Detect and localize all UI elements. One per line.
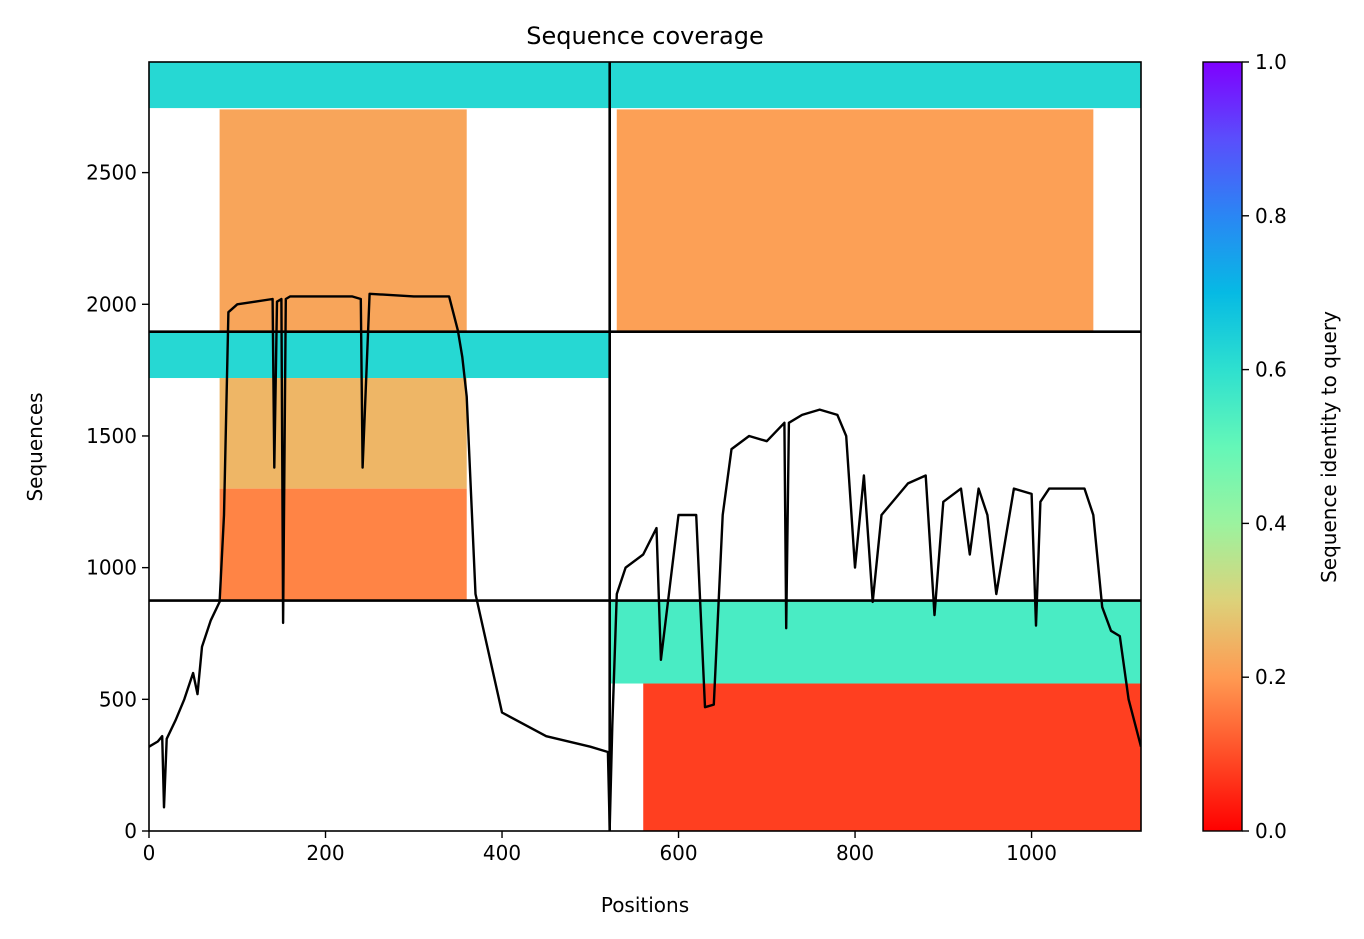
coverage-line-group: [149, 292, 1141, 830]
segment-boundaries: [149, 62, 1141, 831]
coverage-block-1: [219, 109, 467, 332]
x-axis-label: Positions: [601, 893, 689, 917]
y-axis-label: Sequences: [23, 392, 47, 501]
coverage-block-7: [609, 600, 1141, 684]
coverage-block-3: [219, 378, 467, 489]
x-tick-label: 200: [306, 841, 344, 865]
colorbar-tick-label: 0.0: [1255, 819, 1287, 843]
colorbar: [1202, 61, 1243, 832]
colorbar-tick-label: 0.6: [1255, 358, 1287, 382]
x-tick-label: 1000: [1006, 841, 1057, 865]
colorbar-ticks: 0.0 0.2 0.4 0.6 0.8 1.0: [1242, 50, 1287, 843]
chart-title: Sequence coverage: [526, 22, 763, 50]
coverage-block-8: [643, 683, 1141, 831]
colorbar-label: Sequence identity to query: [1317, 311, 1341, 583]
coverage-heatmap: [149, 62, 1141, 831]
coverage-block-4: [219, 488, 467, 601]
x-tick-label: 0: [143, 841, 156, 865]
colorbar-tick-label: 0.2: [1255, 665, 1287, 689]
coverage-block-2: [149, 331, 610, 379]
x-tick-label: 400: [483, 841, 521, 865]
colorbar-tick-label: 0.8: [1255, 204, 1287, 228]
coverage-block-6: [616, 109, 1094, 332]
y-tick-label: 1000: [86, 556, 137, 580]
y-axis-ticks: 0 500 1000 1500 2000 2500: [86, 161, 149, 843]
colorbar-tick-label: 0.4: [1255, 511, 1287, 535]
colorbar-tick-label: 1.0: [1255, 50, 1287, 74]
y-tick-label: 2000: [86, 292, 137, 316]
plot-frame: [148, 61, 1142, 832]
y-tick-label: 500: [99, 687, 137, 711]
x-tick-label: 600: [659, 841, 697, 865]
y-tick-label: 1500: [86, 424, 137, 448]
coverage-block-5: [609, 62, 1141, 109]
coverage-block-0: [149, 62, 610, 109]
y-tick-label: 2500: [86, 161, 137, 185]
coverage-line: [149, 292, 1141, 830]
x-tick-label: 800: [836, 841, 874, 865]
x-axis-ticks: 0 200 400 600 800 1000: [143, 831, 1057, 865]
y-tick-label: 0: [124, 819, 137, 843]
